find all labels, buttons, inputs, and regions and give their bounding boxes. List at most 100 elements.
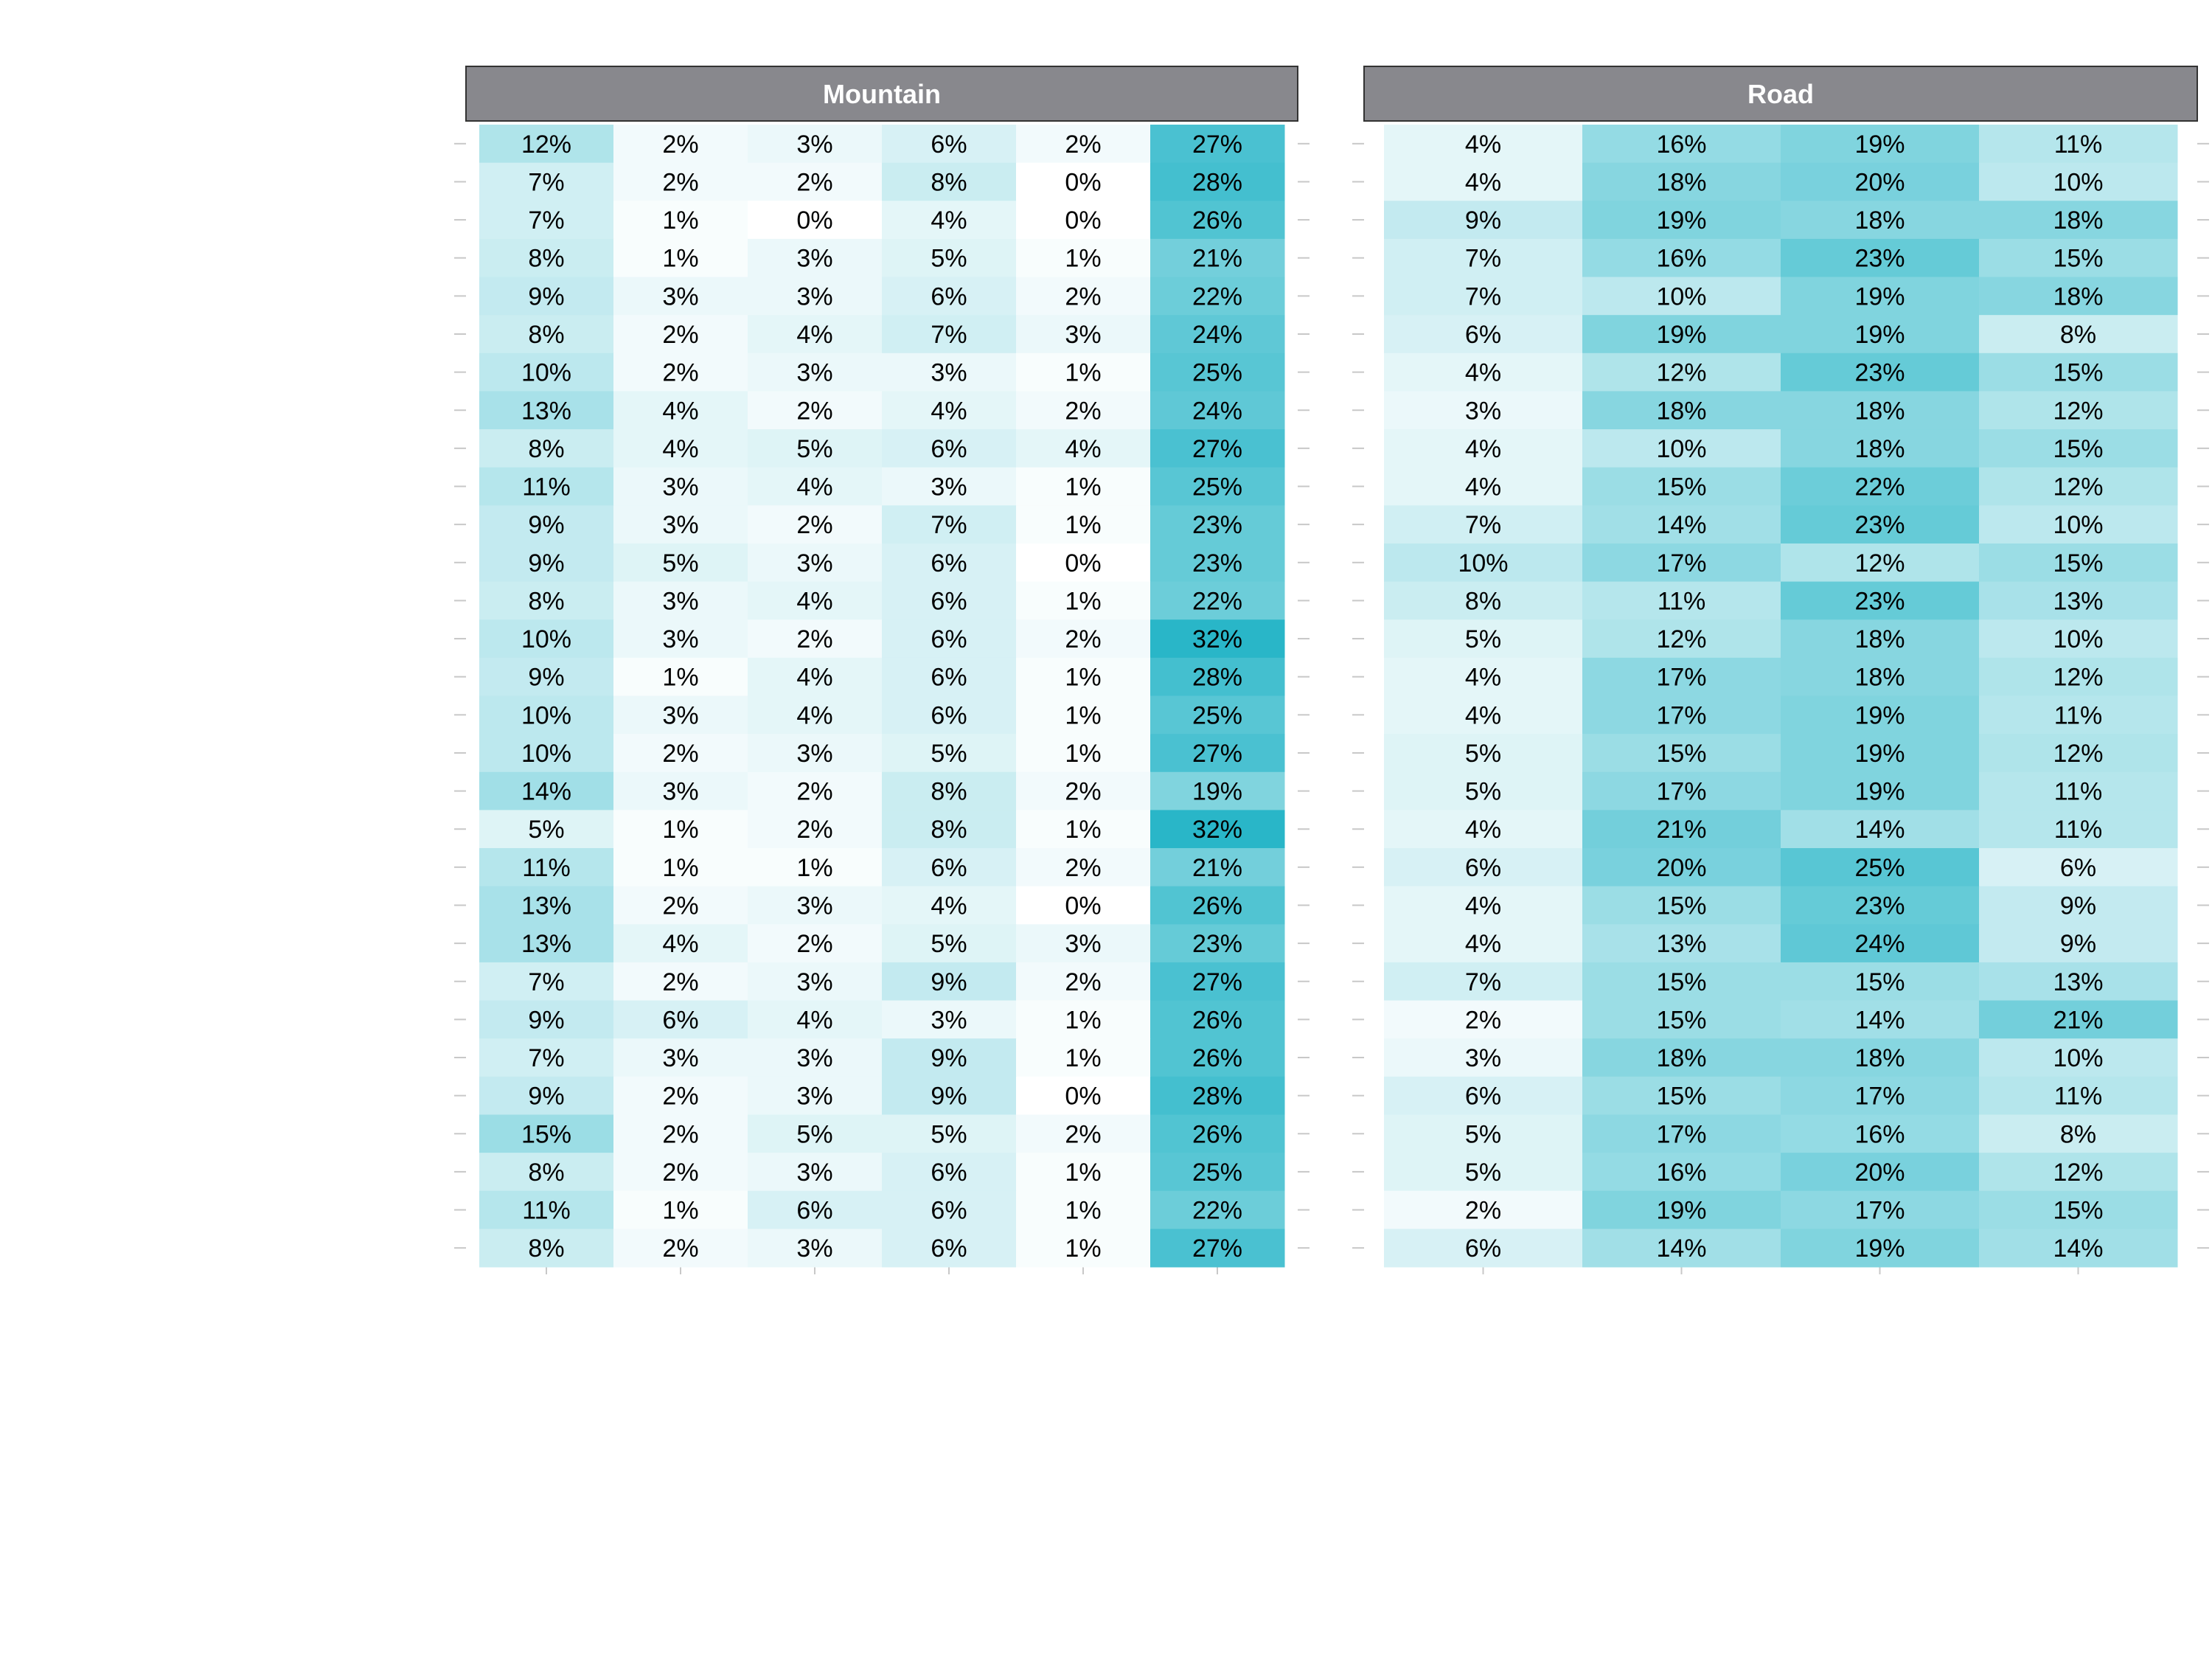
cell-value-label: 1%: [1065, 511, 1101, 539]
cell-value-label: 25%: [1854, 854, 1905, 882]
heatmap-cell: [613, 1038, 748, 1077]
cell-value-label: 12%: [2053, 1159, 2103, 1187]
cell-value-label: 15%: [2053, 359, 2103, 387]
heatmap-cell: [748, 505, 883, 544]
cell-value-label: 4%: [1465, 930, 1501, 958]
cell-value-label: 2%: [796, 778, 832, 806]
heatmap-cell: [882, 429, 1017, 468]
cell-value-label: 15%: [2053, 435, 2103, 463]
heatmap-cell: [748, 543, 883, 583]
cell-value-label: 15%: [1656, 1083, 1706, 1111]
cell-value-label: 14%: [521, 778, 571, 806]
heatmap-cell: [748, 201, 883, 240]
heatmap-cell: [1384, 657, 1583, 696]
heatmap-cell: [1979, 1153, 2178, 1192]
cell-value-label: 2%: [796, 930, 832, 958]
heatmap-cell: [748, 848, 883, 887]
cell-value-label: 4%: [796, 664, 832, 692]
panel-strip: [465, 66, 1298, 122]
heatmap-cell: [613, 467, 748, 506]
cell-value-label: 9%: [528, 1083, 564, 1111]
cell-value-label: 7%: [931, 321, 967, 349]
heatmap-cell: [748, 695, 883, 735]
cell-value-label: 6%: [931, 282, 967, 310]
heatmap-cell: [748, 1038, 883, 1077]
cell-value-label: 2%: [662, 1120, 698, 1148]
cell-value-label: 17%: [1656, 1120, 1706, 1148]
cell-value-label: 27%: [1192, 131, 1242, 159]
heatmap-cell: [1582, 238, 1781, 278]
heatmap-cell: [479, 1000, 614, 1039]
heatmap-cell: [1979, 695, 2178, 735]
cell-value-label: 3%: [1065, 930, 1101, 958]
heatmap-cell: [1384, 886, 1583, 925]
cell-value-label: 8%: [2060, 1120, 2096, 1148]
heatmap-cell: [1016, 695, 1151, 735]
heatmap-cell: [613, 1000, 748, 1039]
cell-value-label: 15%: [1854, 968, 1905, 996]
cell-value-label: 8%: [528, 435, 564, 463]
heatmap-cell: [882, 886, 1017, 925]
heatmap-cell: [1016, 962, 1151, 1001]
heatmap-cell: [1384, 125, 1583, 164]
cell-value-label: 20%: [1854, 1159, 1905, 1187]
heatmap-cell: [1781, 315, 1980, 354]
cell-value-label: 4%: [796, 321, 832, 349]
heatmap-cell: [1016, 1000, 1151, 1039]
heatmap-cell: [748, 429, 883, 468]
heatmap-cell: [479, 353, 614, 392]
heatmap-cell: [1016, 581, 1151, 620]
heatmap-cell: [613, 429, 748, 468]
heatmap-cell: [1582, 1190, 1781, 1229]
cell-value-label: 6%: [931, 131, 967, 159]
cell-value-label: 3%: [931, 359, 967, 387]
heatmap-cell: [1150, 619, 1285, 659]
heatmap-cell: [1150, 848, 1285, 887]
heatmap-cell: [1582, 581, 1781, 620]
heatmap-cell: [748, 581, 883, 620]
cell-value-label: 1%: [662, 664, 698, 692]
cell-value-label: 9%: [528, 549, 564, 577]
cell-value-label: 4%: [931, 892, 967, 920]
cell-value-label: 27%: [1192, 1235, 1242, 1263]
cell-value-label: 5%: [931, 740, 967, 768]
cell-value-label: 19%: [1656, 1197, 1706, 1225]
cell-value-label: 10%: [2053, 1044, 2103, 1072]
cell-value-label: 23%: [1192, 930, 1242, 958]
cell-value-label: 10%: [521, 740, 571, 768]
cell-value-label: 3%: [796, 892, 832, 920]
cell-value-label: 18%: [1854, 1044, 1905, 1072]
heatmap-cell: [1781, 771, 1980, 810]
heatmap-cell: [1781, 125, 1980, 164]
heatmap-cell: [1979, 543, 2178, 583]
cell-value-label: 7%: [528, 1044, 564, 1072]
heatmap-cell: [1582, 467, 1781, 506]
heatmap-cell: [479, 505, 614, 544]
heatmap-cell: [1150, 162, 1285, 201]
heatmap-cell: [1150, 277, 1285, 316]
cell-value-label: 9%: [931, 1044, 967, 1072]
panel-strip: [1363, 66, 2198, 122]
cell-value-label: 18%: [1854, 206, 1905, 235]
heatmap-cell: [613, 810, 748, 849]
heatmap-cell: [748, 1229, 883, 1268]
heatmap-cell: [1150, 201, 1285, 240]
heatmap-cell: [479, 695, 614, 735]
heatmap-cell: [1979, 277, 2178, 316]
heatmap-cell: [1979, 201, 2178, 240]
cell-value-label: 1%: [662, 854, 698, 882]
cell-value-label: 3%: [796, 282, 832, 310]
heatmap-cell: [748, 467, 883, 506]
heatmap-cell: [1016, 391, 1151, 430]
heatmap-cell: [882, 581, 1017, 620]
cell-value-label: 11%: [2054, 816, 2103, 844]
heatmap-cell: [1979, 1114, 2178, 1153]
cell-value-label: 1%: [1065, 740, 1101, 768]
cell-value-label: 7%: [1465, 511, 1501, 539]
panel-mountain: Mountain 12% 2% 3% 6% 2% 27% 7% 2% 2% 8% 0% 28% 7% 1% 0…: [454, 66, 1310, 1274]
cell-value-label: 8%: [528, 587, 564, 615]
heatmap-cell: [1150, 771, 1285, 810]
cell-value-label: 6%: [931, 664, 967, 692]
cell-value-label: 25%: [1192, 701, 1242, 729]
heatmap-cell: [1781, 277, 1980, 316]
